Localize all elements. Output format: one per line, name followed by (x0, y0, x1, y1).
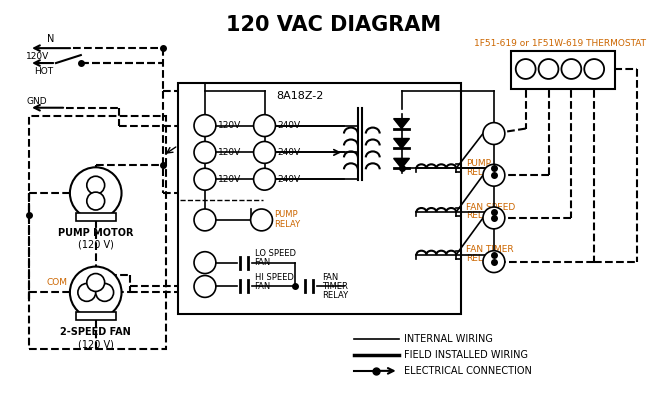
Text: FAN: FAN (322, 273, 338, 282)
Bar (76, 213, 116, 221)
Circle shape (254, 142, 275, 163)
Circle shape (483, 123, 505, 145)
Text: 120 VAC DIAGRAM: 120 VAC DIAGRAM (226, 16, 442, 35)
Bar (178, 83, 461, 314)
Text: 240V: 240V (277, 121, 301, 130)
Text: N: N (48, 34, 55, 44)
Circle shape (516, 59, 535, 79)
Circle shape (254, 168, 275, 190)
Circle shape (194, 209, 216, 231)
Circle shape (483, 251, 505, 272)
Text: W: W (488, 170, 499, 180)
Text: 8A18Z-2: 8A18Z-2 (276, 91, 324, 101)
Text: LO SPEED: LO SPEED (255, 249, 295, 258)
Text: 240V: 240V (277, 148, 301, 157)
Text: HI: HI (83, 288, 90, 297)
Text: FAN SPEED: FAN SPEED (466, 202, 515, 212)
Text: ELECTRICAL CONNECTION: ELECTRICAL CONNECTION (403, 366, 531, 376)
Text: 120V: 120V (218, 175, 241, 184)
Text: R: R (490, 129, 498, 139)
Circle shape (96, 284, 114, 301)
Text: G: G (590, 64, 598, 74)
Text: (120 V): (120 V) (78, 339, 114, 349)
Bar (511, 51, 615, 89)
Circle shape (87, 192, 105, 210)
Circle shape (194, 115, 216, 137)
Text: 120V: 120V (218, 121, 241, 130)
Circle shape (70, 167, 121, 219)
Circle shape (254, 115, 275, 137)
Text: HI SPEED: HI SPEED (255, 273, 293, 282)
Circle shape (78, 284, 96, 301)
Circle shape (483, 207, 505, 229)
Circle shape (539, 59, 558, 79)
Text: Y: Y (568, 64, 575, 74)
Text: FAN TIMER: FAN TIMER (466, 245, 514, 254)
Text: RELAY: RELAY (275, 220, 301, 229)
Circle shape (70, 266, 121, 318)
Text: L1: L1 (198, 215, 212, 225)
Polygon shape (393, 119, 409, 129)
Text: COM: COM (47, 278, 68, 287)
Text: PUMP MOTOR: PUMP MOTOR (58, 228, 133, 238)
Text: INTERNAL WIRING: INTERNAL WIRING (403, 334, 492, 344)
Text: RELAY: RELAY (466, 212, 494, 220)
Polygon shape (393, 158, 409, 168)
Text: Y: Y (490, 213, 497, 223)
Text: P2: P2 (198, 147, 212, 158)
Text: FAN: FAN (255, 282, 271, 291)
Polygon shape (393, 139, 409, 148)
Text: RELAY: RELAY (322, 291, 348, 300)
Text: P1: P1 (255, 215, 269, 225)
Text: N: N (201, 121, 209, 131)
Circle shape (87, 274, 105, 292)
Text: F2: F2 (258, 174, 271, 184)
Text: 240V: 240V (277, 175, 301, 184)
Bar (76, 312, 116, 320)
Text: 120V: 120V (218, 148, 241, 157)
Circle shape (561, 59, 582, 79)
Text: P2: P2 (257, 147, 271, 158)
Circle shape (87, 176, 105, 194)
Text: L2: L2 (258, 121, 271, 131)
Text: L0: L0 (198, 258, 212, 268)
Text: PUMP: PUMP (275, 210, 298, 220)
Text: G: G (490, 256, 498, 266)
Text: LO: LO (100, 288, 110, 297)
Circle shape (194, 168, 216, 190)
Text: TIMER: TIMER (322, 282, 348, 291)
Text: PUMP: PUMP (466, 159, 491, 168)
Circle shape (251, 209, 273, 231)
Text: HOT: HOT (35, 67, 54, 77)
Text: F2: F2 (198, 174, 212, 184)
Text: GND: GND (26, 97, 47, 106)
Text: HI: HI (199, 282, 211, 292)
Text: 1F51-619 or 1F51W-619 THERMOSTAT: 1F51-619 or 1F51W-619 THERMOSTAT (474, 39, 647, 48)
Text: FAN: FAN (255, 258, 271, 267)
Circle shape (584, 59, 604, 79)
Circle shape (483, 164, 505, 186)
Text: RELAY: RELAY (466, 168, 494, 177)
Text: 120V: 120V (26, 52, 50, 61)
Text: W: W (543, 64, 554, 74)
Circle shape (194, 142, 216, 163)
Text: FIELD INSTALLED WIRING: FIELD INSTALLED WIRING (403, 350, 527, 360)
Text: R: R (522, 64, 529, 74)
Text: (120 V): (120 V) (78, 240, 114, 250)
Text: 2-SPEED FAN: 2-SPEED FAN (60, 327, 131, 337)
Text: RELAY: RELAY (466, 254, 494, 263)
Circle shape (194, 252, 216, 274)
Circle shape (194, 276, 216, 297)
